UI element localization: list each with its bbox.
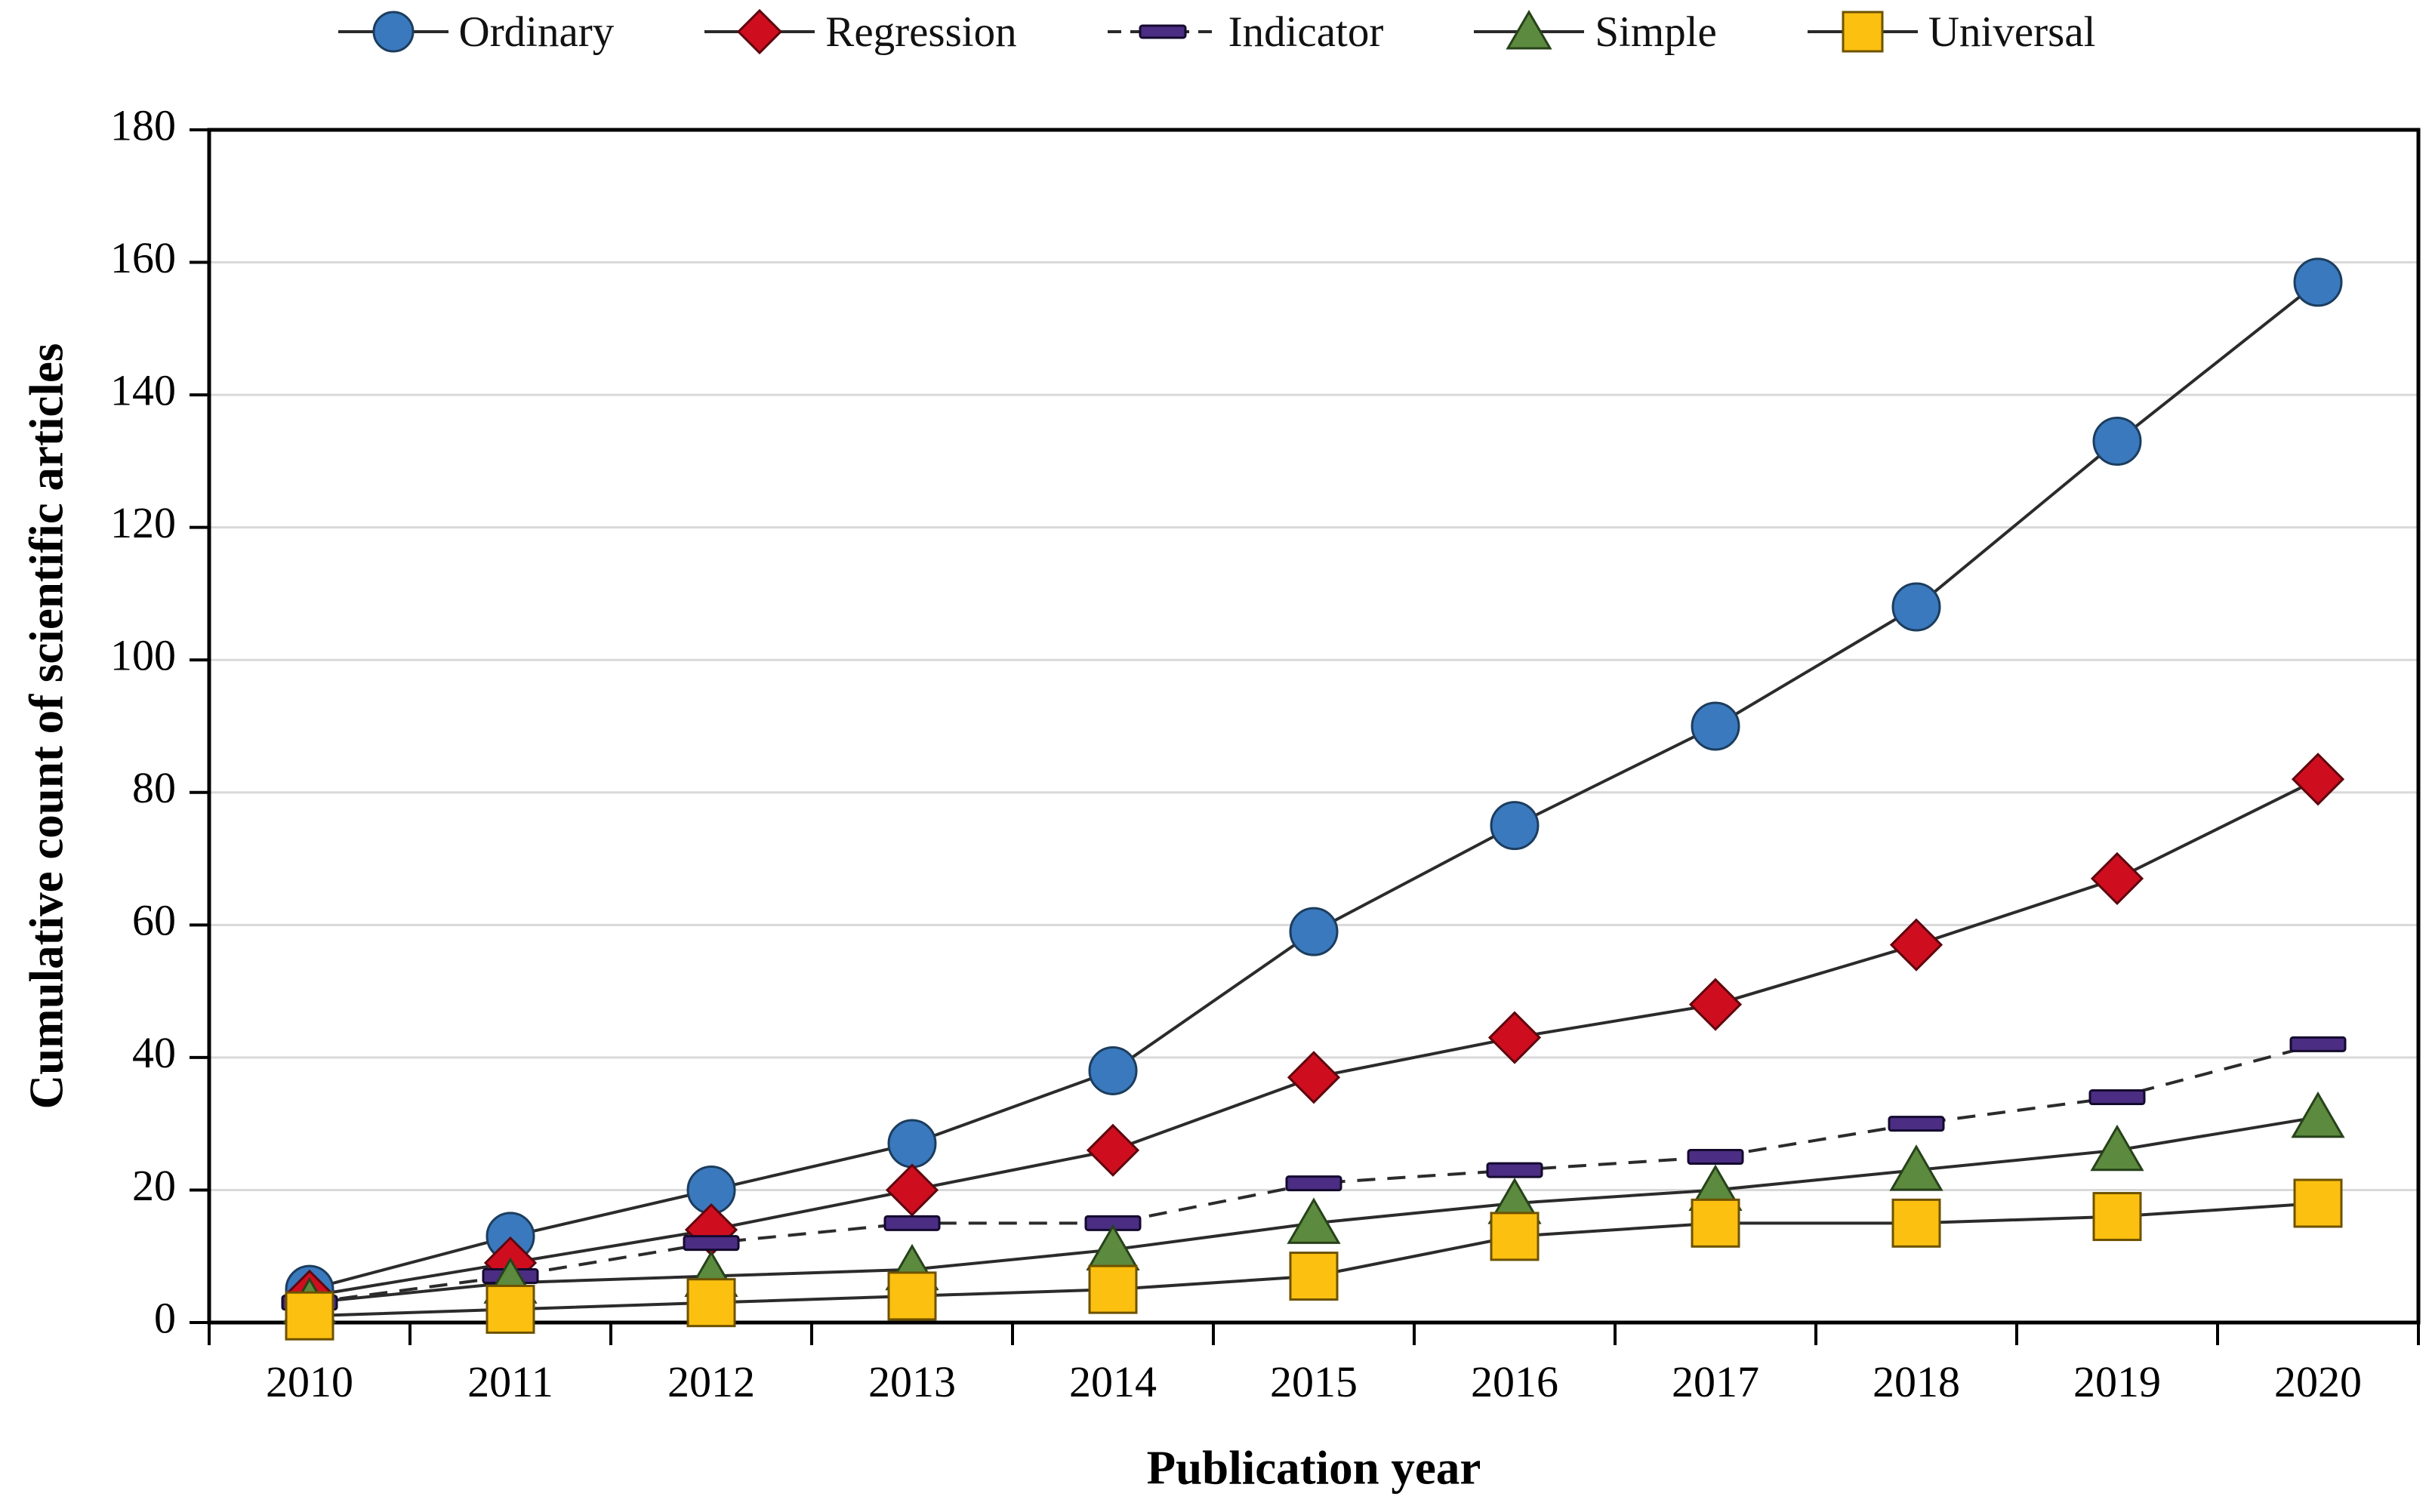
marker-universal-2015 [1289, 1252, 1339, 1301]
legend-label: Ordinary [458, 8, 615, 56]
legend-marker-dash-icon [1107, 24, 1218, 39]
legend-label: Regression [825, 8, 1017, 56]
square-icon [1842, 11, 1884, 53]
triangle-icon [1506, 10, 1552, 50]
y-tick-label: 120 [110, 498, 176, 547]
marker-regression-2014 [1086, 1123, 1140, 1177]
legend-item-regression: Regression [703, 5, 1017, 59]
x-tick-label: 2013 [868, 1357, 956, 1406]
marker-indicator-2018 [1888, 1116, 1945, 1132]
x-tick-label: 2016 [1471, 1357, 1558, 1406]
legend-marker-square-icon [1807, 11, 1918, 53]
marker-indicator-2015 [1285, 1175, 1342, 1192]
marker-regression-2018 [1889, 918, 1943, 972]
legend-label: Universal [1928, 8, 2096, 56]
x-tick-label: 2017 [1672, 1357, 1759, 1406]
marker-indicator-2012 [683, 1235, 740, 1252]
marker-universal-2014 [1088, 1264, 1138, 1314]
marker-universal-2019 [2092, 1192, 2142, 1242]
y-tick-label: 180 [110, 100, 176, 149]
marker-ordinary-2020 [2293, 257, 2343, 307]
legend-item-simple: Simple [1472, 5, 1717, 59]
marker-universal-2013 [887, 1271, 937, 1321]
marker-ordinary-2017 [1691, 701, 1740, 751]
x-tick-label: 2011 [467, 1357, 553, 1406]
marker-simple-2019 [2090, 1124, 2144, 1172]
diamond-icon [737, 8, 783, 55]
marker-universal-2010 [285, 1291, 334, 1341]
x-tick-label: 2015 [1270, 1357, 1358, 1406]
marker-regression-2013 [885, 1163, 939, 1217]
y-tick-label: 140 [110, 365, 176, 414]
marker-indicator-2019 [2088, 1089, 2146, 1106]
marker-universal-2016 [1490, 1212, 1540, 1261]
plot-border [207, 128, 2421, 1325]
marker-regression-2020 [2291, 753, 2345, 806]
legend-item-ordinary: Ordinary [337, 5, 615, 59]
y-tick-label: 0 [154, 1293, 176, 1342]
marker-simple-2015 [1287, 1197, 1341, 1244]
legend-marker-circle-icon [338, 11, 448, 53]
x-tick-label: 2019 [2073, 1357, 2161, 1406]
marker-ordinary-2015 [1289, 907, 1339, 956]
marker-indicator-2016 [1486, 1162, 1543, 1178]
y-tick-label: 100 [110, 631, 176, 680]
marker-ordinary-2014 [1088, 1045, 1138, 1095]
x-tick-label: 2014 [1069, 1357, 1157, 1406]
x-tick-label: 2020 [2274, 1357, 2362, 1406]
marker-regression-2017 [1688, 978, 1743, 1031]
legend-marker-triangle-icon [1474, 10, 1585, 50]
marker-ordinary-2016 [1490, 801, 1540, 851]
x-tick-label: 2010 [266, 1357, 353, 1406]
y-tick-label: 20 [132, 1161, 176, 1210]
legend-label: Indicator [1228, 8, 1384, 56]
x-axis-title: Publication year [1146, 1441, 1481, 1495]
marker-indicator-2013 [883, 1215, 941, 1231]
marker-regression-2016 [1487, 1011, 1542, 1064]
marker-ordinary-2018 [1891, 582, 1941, 632]
marker-universal-2017 [1691, 1198, 1740, 1248]
marker-simple-2020 [2291, 1091, 2345, 1138]
y-tick-label: 160 [110, 233, 176, 282]
x-tick-label: 2018 [1873, 1357, 1960, 1406]
marker-universal-2020 [2293, 1178, 2343, 1228]
marker-universal-2012 [686, 1278, 736, 1328]
marker-universal-2018 [1891, 1198, 1941, 1248]
marker-ordinary-2019 [2092, 417, 2142, 467]
marker-universal-2011 [485, 1284, 535, 1334]
marker-simple-2018 [1889, 1144, 1943, 1191]
series-line-ordinary [309, 281, 2319, 1292]
marker-indicator-2017 [1687, 1149, 1744, 1166]
y-tick-label: 80 [132, 763, 176, 812]
legend-label: Simple [1595, 8, 1717, 56]
marker-indicator-2020 [2289, 1036, 2347, 1052]
legend: Ordinary Regression Indicator Simple Univers… [0, 5, 2432, 59]
y-axis-title: Cumulative count of scientific articles [20, 343, 73, 1110]
marker-ordinary-2013 [887, 1119, 937, 1169]
y-tick-label: 40 [132, 1028, 176, 1077]
marker-regression-2015 [1287, 1051, 1341, 1104]
x-tick-label: 2012 [667, 1357, 755, 1406]
legend-marker-diamond-icon [704, 8, 815, 55]
marker-regression-2019 [2090, 851, 2144, 906]
dash-icon [1139, 24, 1187, 39]
legend-item-indicator: Indicator [1106, 5, 1384, 59]
y-tick-label: 60 [132, 896, 176, 945]
legend-item-universal: Universal [1806, 5, 2096, 59]
circle-icon [372, 11, 415, 53]
